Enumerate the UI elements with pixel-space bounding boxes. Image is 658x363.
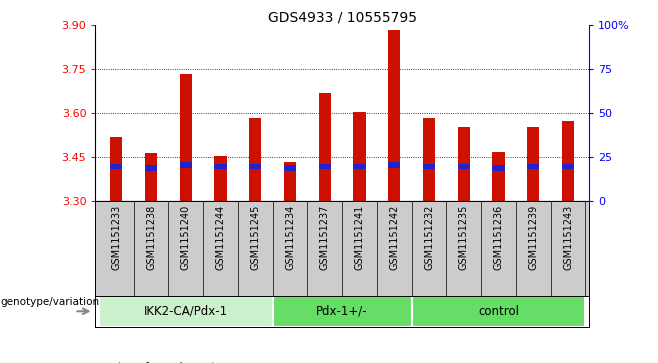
Text: GSM1151238: GSM1151238 bbox=[146, 204, 156, 270]
Bar bbox=[180, 74, 192, 201]
Bar bbox=[203, 201, 238, 296]
Bar bbox=[145, 153, 157, 201]
Bar bbox=[249, 118, 261, 201]
Bar bbox=[551, 201, 586, 296]
Bar bbox=[99, 296, 272, 327]
Text: ■: ■ bbox=[95, 360, 107, 363]
Title: GDS4933 / 10555795: GDS4933 / 10555795 bbox=[268, 10, 417, 24]
Bar bbox=[318, 93, 331, 201]
Bar bbox=[168, 201, 203, 296]
Bar bbox=[110, 137, 122, 201]
Text: GSM1151236: GSM1151236 bbox=[494, 204, 503, 270]
Bar bbox=[353, 164, 366, 169]
Text: GSM1151232: GSM1151232 bbox=[424, 204, 434, 270]
Bar bbox=[307, 201, 342, 296]
Bar bbox=[458, 164, 470, 169]
Text: genotype/variation: genotype/variation bbox=[1, 297, 100, 307]
Bar bbox=[492, 152, 505, 201]
Bar bbox=[481, 201, 516, 296]
Bar bbox=[377, 201, 412, 296]
Bar bbox=[353, 112, 366, 201]
Bar bbox=[215, 164, 226, 169]
Text: GSM1151240: GSM1151240 bbox=[181, 204, 191, 270]
Bar bbox=[215, 156, 226, 201]
Bar bbox=[134, 201, 168, 296]
Text: GSM1151239: GSM1151239 bbox=[528, 204, 538, 270]
Bar bbox=[492, 166, 505, 171]
Bar bbox=[423, 164, 435, 169]
Bar bbox=[423, 118, 435, 201]
Bar bbox=[110, 164, 122, 169]
Bar bbox=[412, 201, 446, 296]
Bar bbox=[388, 30, 400, 201]
Text: GSM1151233: GSM1151233 bbox=[111, 204, 121, 270]
Text: control: control bbox=[478, 305, 519, 318]
Bar bbox=[318, 164, 331, 169]
Text: GSM1151244: GSM1151244 bbox=[216, 204, 226, 270]
Bar bbox=[238, 201, 272, 296]
Bar bbox=[412, 296, 586, 327]
Bar bbox=[562, 121, 574, 201]
Text: GSM1151243: GSM1151243 bbox=[563, 204, 573, 270]
Bar bbox=[272, 201, 307, 296]
Text: GSM1151242: GSM1151242 bbox=[390, 204, 399, 270]
Bar bbox=[99, 201, 134, 296]
Text: Pdx-1+/-: Pdx-1+/- bbox=[316, 305, 368, 318]
Bar bbox=[342, 201, 377, 296]
Text: transformed count: transformed count bbox=[118, 362, 216, 363]
Text: GSM1151245: GSM1151245 bbox=[250, 204, 261, 270]
Bar bbox=[516, 201, 551, 296]
Text: GSM1151234: GSM1151234 bbox=[285, 204, 295, 270]
Bar bbox=[284, 162, 296, 201]
Text: GSM1151235: GSM1151235 bbox=[459, 204, 468, 270]
Bar bbox=[284, 166, 296, 171]
Text: IKK2-CA/Pdx-1: IKK2-CA/Pdx-1 bbox=[143, 305, 228, 318]
Bar bbox=[446, 201, 481, 296]
Bar bbox=[388, 162, 400, 168]
Bar bbox=[527, 164, 540, 169]
Text: GSM1151241: GSM1151241 bbox=[355, 204, 365, 270]
Bar bbox=[562, 164, 574, 169]
Text: GSM1151237: GSM1151237 bbox=[320, 204, 330, 270]
Bar bbox=[145, 166, 157, 171]
Bar bbox=[527, 127, 540, 201]
Bar bbox=[249, 164, 261, 169]
Bar bbox=[458, 127, 470, 201]
Bar bbox=[180, 162, 192, 168]
Bar bbox=[272, 296, 412, 327]
